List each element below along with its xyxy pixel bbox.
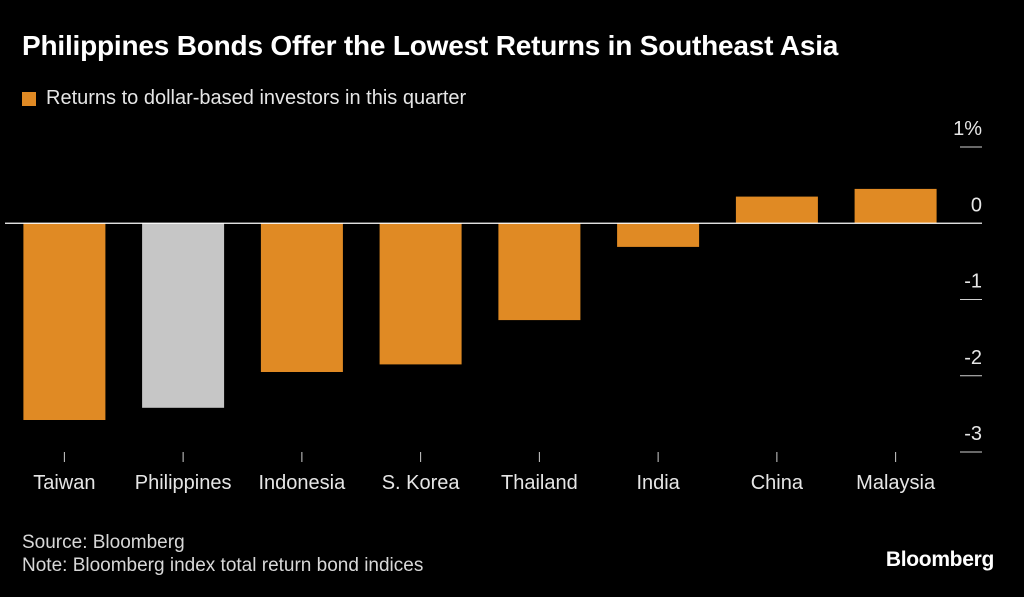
y-tick-label: -1 bbox=[964, 271, 982, 293]
legend-label: Returns to dollar-based investors in thi… bbox=[46, 87, 467, 109]
x-tick-label: Philippines bbox=[135, 472, 232, 494]
bar-chart: Taiwan Philippines Indonesia S. Korea Thaila… bbox=[5, 118, 982, 494]
bar-malaysia bbox=[854, 188, 937, 224]
y-tick-label: -3 bbox=[964, 423, 982, 445]
bar-s-korea bbox=[379, 223, 462, 365]
x-tick-label: S. Korea bbox=[382, 472, 461, 494]
bar-taiwan bbox=[23, 223, 106, 420]
x-tick-label: Thailand bbox=[501, 472, 578, 494]
x-tick-label: Malaysia bbox=[856, 472, 936, 494]
bloomberg-logo: Bloomberg bbox=[885, 548, 994, 571]
legend: Returns to dollar-based investors in thi… bbox=[22, 87, 466, 110]
chart-title: Philippines Bonds Offer the Lowest Retur… bbox=[22, 30, 839, 61]
y-tick-label: -2 bbox=[964, 347, 982, 369]
bar-china bbox=[735, 196, 818, 224]
y-tick-label: 1% bbox=[953, 118, 982, 140]
bar-indonesia bbox=[260, 223, 343, 372]
x-tick-label: India bbox=[636, 472, 680, 494]
y-tick-label: 0 bbox=[971, 194, 982, 216]
bar-india bbox=[617, 223, 700, 247]
bar-thailand bbox=[498, 223, 581, 321]
source-text: Source: Bloomberg bbox=[22, 532, 185, 553]
legend-swatch bbox=[22, 91, 36, 106]
note-text: Note: Bloomberg index total return bond … bbox=[22, 555, 424, 576]
bar-philippines bbox=[142, 223, 225, 408]
x-tick-label: Indonesia bbox=[259, 472, 347, 494]
x-tick-label: Taiwan bbox=[33, 472, 95, 494]
x-tick-label: China bbox=[751, 472, 804, 494]
